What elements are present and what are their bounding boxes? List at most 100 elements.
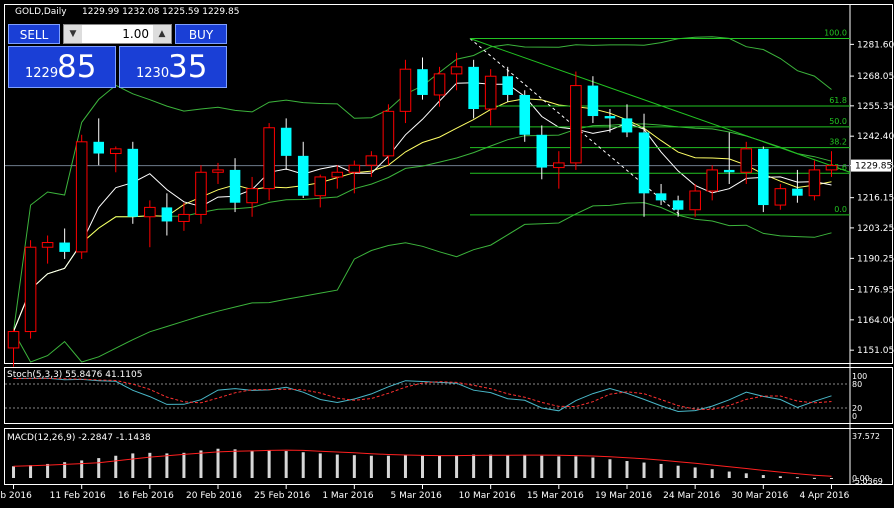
date-tick-label: 24 Mar 2016: [663, 491, 720, 501]
one-click-trading-panel: SELL ▼ 1.00 ▲ BUY 1229 85 1230 35: [8, 24, 227, 88]
macd-histogram-bar: [727, 471, 731, 478]
macd-histogram-bar: [523, 455, 527, 478]
macd-histogram-bar: [489, 454, 493, 478]
macd-scale-label: 37.572: [852, 432, 880, 441]
candle-body: [672, 200, 684, 210]
candle-body: [706, 169, 718, 192]
candle-body: [178, 213, 190, 222]
buy-price-prefix: 1230: [136, 66, 170, 81]
macd-histogram-bar: [761, 475, 765, 478]
date-tick-label: 30 Mar 2016: [731, 491, 788, 501]
date-tick-label: 20 Feb 2016: [186, 491, 242, 501]
macd-histogram-bar: [386, 455, 390, 478]
macd-histogram-bar: [557, 456, 561, 478]
date-tick-label: 10 Mar 2016: [459, 491, 516, 501]
date-tick-label: 4 Apr 2016: [799, 491, 849, 501]
stoch-label: Stoch(5,3,3) 55.8476 41.1105: [7, 370, 142, 380]
ohlc-readout: 1229.99 1232.08 1225.59 1229.85: [82, 7, 239, 17]
candle-body: [621, 118, 633, 133]
macd-histogram-bar: [250, 450, 254, 478]
buy-button[interactable]: BUY: [175, 24, 227, 44]
candle-body: [689, 190, 701, 211]
candle-body: [314, 176, 327, 197]
macd-histogram-bar: [182, 452, 186, 478]
price-tick-label: 1164.00: [857, 316, 894, 326]
lot-decrease-icon[interactable]: ▼: [64, 25, 82, 43]
date-tick-label: 1 Mar 2016: [322, 491, 374, 501]
sell-button[interactable]: SELL: [8, 24, 60, 44]
candle-body: [638, 132, 650, 194]
candle-body: [195, 171, 207, 215]
date-tick-label: 15 Mar 2016: [527, 491, 584, 501]
macd-histogram-bar: [29, 465, 33, 478]
price-tick-label: 1151.05: [857, 346, 894, 356]
stoch-pane-frame: [4, 367, 893, 424]
macd-histogram-bar: [829, 478, 833, 479]
macd-label: MACD(12,26,9) -2.2847 -1.1438: [7, 433, 151, 443]
macd-histogram-bar: [591, 457, 595, 478]
candle-body: [246, 188, 258, 204]
macd-histogram-bar: [97, 458, 101, 478]
trend-line: [469, 38, 851, 173]
candle-body: [740, 148, 753, 173]
stoch-scale-label: 100: [852, 372, 867, 381]
price-tick-label: 1190.25: [857, 254, 894, 264]
candle-body: [433, 73, 446, 96]
macd-histogram-bar: [301, 452, 305, 478]
candle-body: [655, 193, 667, 201]
candle-body: [212, 169, 224, 173]
current-price-marker: [851, 159, 891, 172]
macd-histogram-bar: [131, 453, 135, 478]
macd-histogram-bar: [608, 459, 612, 478]
candle-body: [774, 188, 787, 206]
buy-price-box[interactable]: 1230 35: [119, 46, 227, 88]
macd-histogram-bar: [540, 455, 544, 478]
lot-size-field[interactable]: ▼ 1.00 ▲: [63, 24, 172, 44]
macd-histogram-bar: [318, 453, 322, 478]
macd-histogram-bar: [642, 462, 646, 478]
macd-histogram-bar: [284, 451, 288, 478]
candle-body: [536, 134, 548, 168]
price-tick-label: 1176.95: [857, 286, 894, 296]
sell-price-prefix: 1229: [25, 66, 59, 81]
macd-histogram-bar: [812, 477, 816, 479]
fib-level-label: 100.0: [824, 29, 847, 38]
lot-increase-icon[interactable]: ▲: [153, 25, 171, 43]
candle-body: [93, 141, 105, 154]
candle-body: [161, 207, 173, 222]
candle-body: [331, 171, 344, 178]
lot-size-value[interactable]: 1.00: [122, 27, 149, 41]
macd-scale-label: 0.00: [852, 474, 870, 483]
macd-scale-label: -5.0369: [852, 477, 883, 486]
candle-body: [417, 69, 428, 95]
date-tick-label: 6 Feb 2016: [0, 491, 32, 501]
macd-histogram-bar: [165, 453, 169, 478]
macd-histogram-bar: [744, 473, 748, 478]
candle-body: [229, 169, 241, 203]
candle-body: [109, 148, 122, 155]
macd-histogram-bar: [438, 455, 442, 478]
candle-body: [723, 169, 735, 173]
macd-histogram-bar: [693, 467, 697, 478]
current-price-label: 1229.85: [855, 162, 892, 172]
sell-price-box[interactable]: 1229 85: [8, 46, 116, 88]
candle-body: [280, 127, 292, 156]
date-tick-label: 25 Feb 2016: [254, 491, 310, 501]
price-tick-label: 1203.25: [857, 224, 894, 234]
macd-histogram-bar: [199, 450, 203, 478]
candle-body: [468, 66, 479, 110]
stoch-scale-label: 20: [852, 404, 862, 413]
macd-histogram-bar: [369, 455, 373, 478]
macd-signal-line: [13, 449, 832, 477]
candle-body: [484, 75, 497, 110]
candle-body: [450, 66, 463, 75]
fib-level-label: 0.0: [834, 205, 847, 214]
stoch-main-line: [13, 377, 832, 413]
date-tick-label: 19 Mar 2016: [595, 491, 652, 501]
macd-pane-frame: [4, 428, 893, 485]
macd-histogram-bar: [778, 476, 782, 478]
buy-price-pips: 35: [168, 49, 208, 85]
macd-histogram-bar: [216, 448, 220, 478]
price-tick-label: 1242.40: [857, 132, 894, 142]
